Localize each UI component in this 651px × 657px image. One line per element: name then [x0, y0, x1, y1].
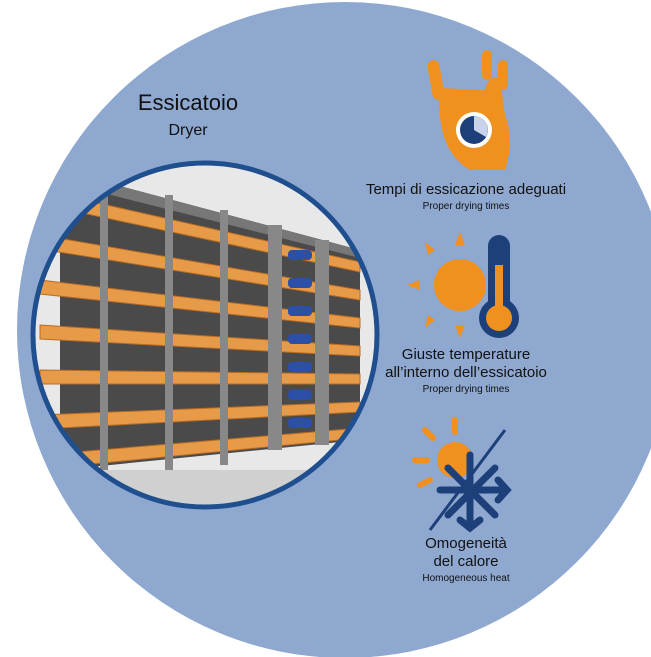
feature-subtitle: Proper drying times [423, 201, 510, 212]
feature-texts: Tempi di essicazione adeguati Proper dryi… [366, 181, 566, 584]
feature-title: del calore [433, 553, 498, 570]
photo-border [30, 160, 380, 510]
feature-title: Giuste temperature [402, 346, 530, 363]
ok-hand-icon [427, 50, 510, 170]
feature-subtitle: Proper drying times [423, 384, 510, 395]
heat-cold-icon [412, 417, 512, 533]
subtitle: Dryer [168, 122, 208, 139]
feature-title: Omogeneità [425, 535, 507, 552]
title: Essicatoio [138, 90, 238, 115]
feature-title: all’interno dell’essicatoio [385, 364, 547, 381]
temperature-icon [407, 232, 519, 338]
feature-title: Tempi di essicazione adeguati [366, 181, 566, 198]
feature-subtitle: Homogeneous heat [422, 573, 510, 584]
